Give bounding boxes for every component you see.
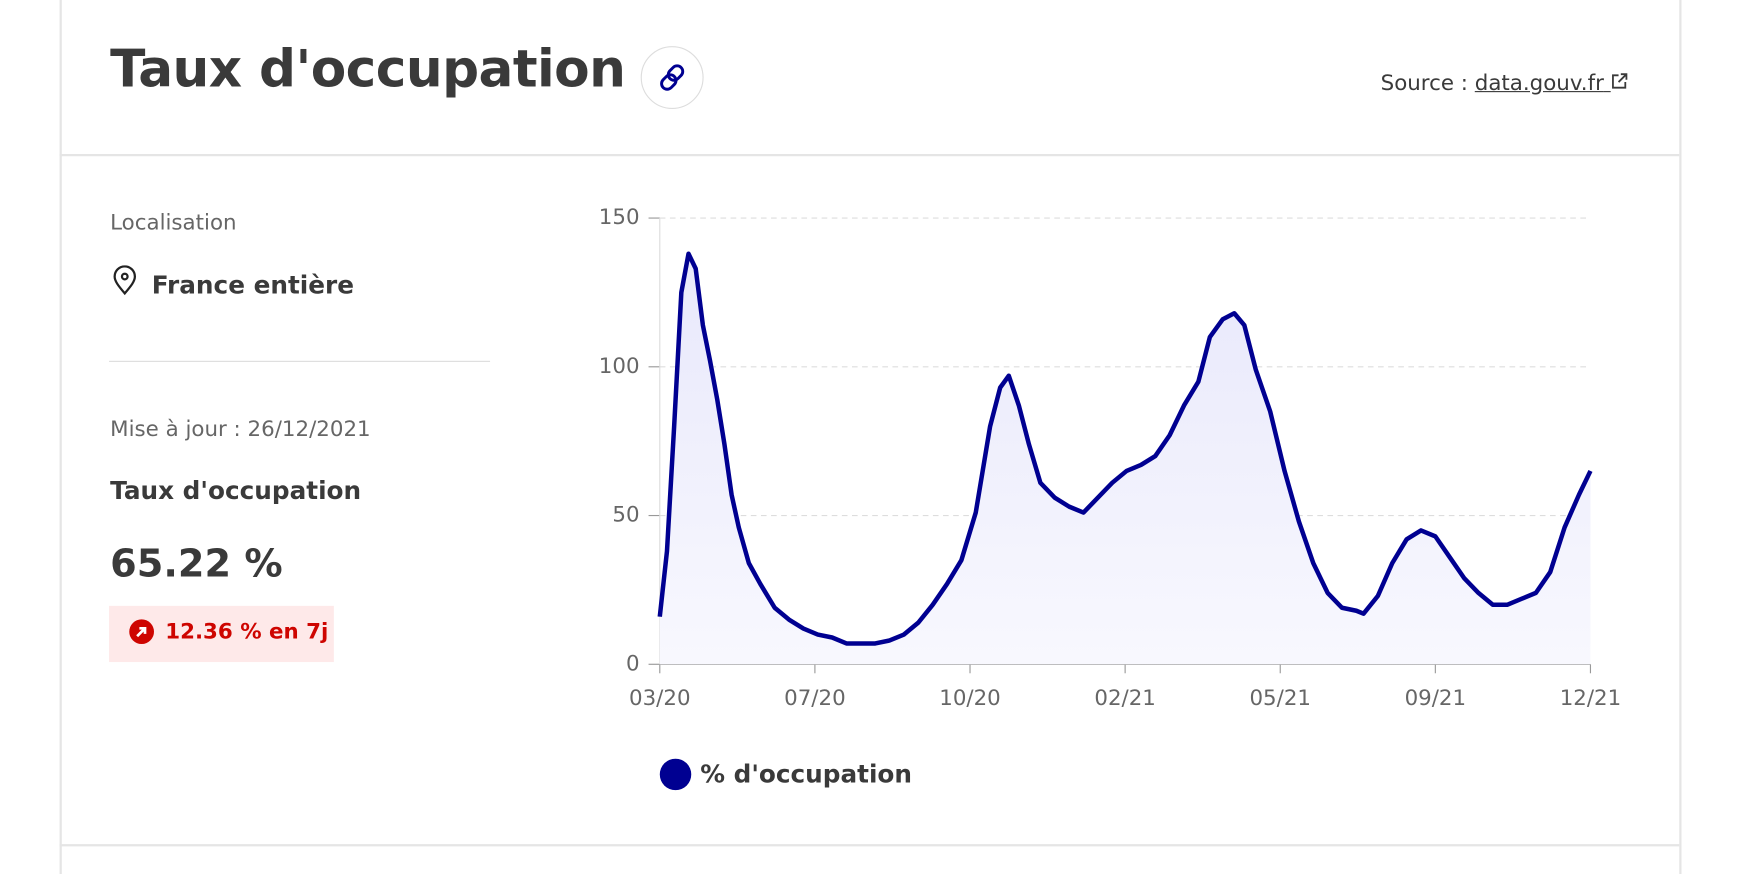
copy-link-button[interactable] <box>640 46 704 110</box>
y-tick-label: 0 <box>626 651 640 676</box>
y-tick-label: 150 <box>599 205 640 230</box>
location-label: Localisation <box>110 210 237 235</box>
x-tick-label: 05/21 <box>1249 686 1311 711</box>
x-tick-label: 03/20 <box>629 686 691 711</box>
separator <box>109 360 491 362</box>
change: 12.36 % en 7j <box>165 619 329 645</box>
source-link[interactable]: data.gouv.fr <box>1475 71 1629 96</box>
x-tick-label: 02/21 <box>1094 686 1156 711</box>
x-tick-label: 12/21 <box>1560 686 1622 711</box>
divider <box>59 844 1680 847</box>
up-arrow-icon <box>129 619 154 645</box>
source-label: Source : <box>1380 70 1468 96</box>
divider <box>59 153 1680 157</box>
external-icon <box>1612 73 1628 89</box>
location: France entière <box>151 272 354 301</box>
area <box>659 253 1591 665</box>
change-badge: 12.36 % en 7j <box>109 605 334 663</box>
metric-value: 65.22 % <box>110 541 283 587</box>
link-icon <box>660 64 685 91</box>
source-link-text: data.gouv.fr <box>1474 70 1604 96</box>
x-tick-label: 09/21 <box>1405 686 1467 711</box>
legend-label: % d'occupation <box>700 760 912 789</box>
page-title: Taux d'occupation <box>110 38 626 99</box>
metric-label: Taux d'occupation <box>110 477 362 506</box>
updated: Mise à jour : 26/12/2021 <box>110 417 371 442</box>
y-tick-label: 50 <box>612 503 639 528</box>
x-tick-label: 07/20 <box>784 686 846 711</box>
y-tick-label: 100 <box>599 354 640 379</box>
source: Source : data.gouv.fr <box>1381 71 1629 96</box>
x-tick-label: 10/20 <box>939 686 1001 711</box>
line <box>657 251 1593 646</box>
pin-icon <box>113 265 137 296</box>
legend-marker <box>659 758 692 791</box>
card <box>59 0 1682 874</box>
